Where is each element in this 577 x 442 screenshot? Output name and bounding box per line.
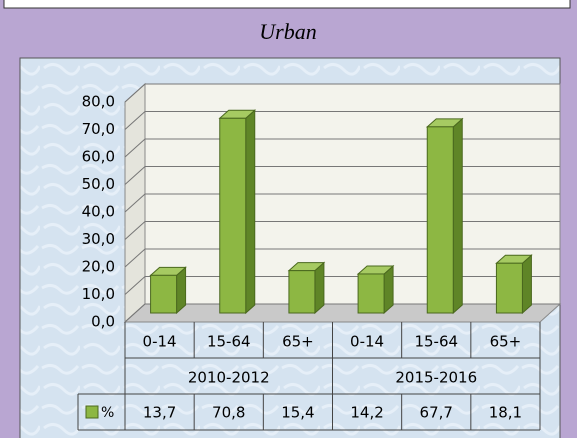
- value-label: 14,2: [350, 404, 383, 422]
- grid-line: [124, 193, 560, 213]
- bar-side: [314, 261, 325, 315]
- value-label: 70,8: [212, 404, 245, 422]
- bar-side: [452, 117, 463, 315]
- grid-line: [124, 166, 560, 185]
- bar: [219, 117, 247, 314]
- y-tick-label: 40,0: [82, 203, 115, 221]
- bar: [288, 270, 316, 314]
- value-label: 15,4: [281, 404, 314, 422]
- grid-line: [124, 138, 560, 158]
- x-tick-label: 0-14: [143, 333, 177, 351]
- floor: [123, 303, 562, 323]
- bar: [357, 273, 385, 314]
- x-tick-label: 0-14: [350, 333, 384, 351]
- bar: [150, 274, 178, 314]
- bar: [426, 126, 454, 314]
- grid-line: [124, 111, 560, 130]
- y-tick-label: 20,0: [82, 258, 115, 276]
- chart-title: Urban: [259, 19, 316, 44]
- x-tick-label: 15-64: [207, 333, 251, 351]
- x-tick-label: 15-64: [414, 333, 458, 351]
- x-tick-label: 65+: [282, 333, 314, 351]
- value-label: 67,7: [420, 404, 453, 422]
- grid-line: [124, 303, 560, 323]
- y-tick-label: 50,0: [82, 175, 115, 193]
- group-label: 2010-2012: [188, 369, 270, 387]
- grid-line: [124, 83, 560, 103]
- legend-label: %: [101, 405, 114, 421]
- legend-swatch: [85, 405, 99, 419]
- y-tick-label: 10,0: [82, 285, 115, 303]
- y-tick-label: 70,0: [82, 120, 115, 138]
- value-label: 18,1: [489, 404, 522, 422]
- group-label: 2015-2016: [395, 369, 477, 387]
- y-tick-label: 80,0: [82, 93, 115, 111]
- grid-line: [124, 248, 560, 268]
- bar-side: [245, 109, 256, 315]
- value-label: 13,7: [143, 404, 176, 422]
- grid-line: [124, 276, 560, 295]
- top-box: [3, 0, 571, 9]
- bar-side: [521, 254, 532, 315]
- y-tick-label: 30,0: [82, 230, 115, 248]
- y-tick-label: 0,0: [91, 313, 115, 331]
- grid-line: [124, 221, 560, 240]
- x-tick-label: 65+: [490, 333, 522, 351]
- bar: [495, 262, 523, 314]
- y-tick-label: 60,0: [82, 148, 115, 166]
